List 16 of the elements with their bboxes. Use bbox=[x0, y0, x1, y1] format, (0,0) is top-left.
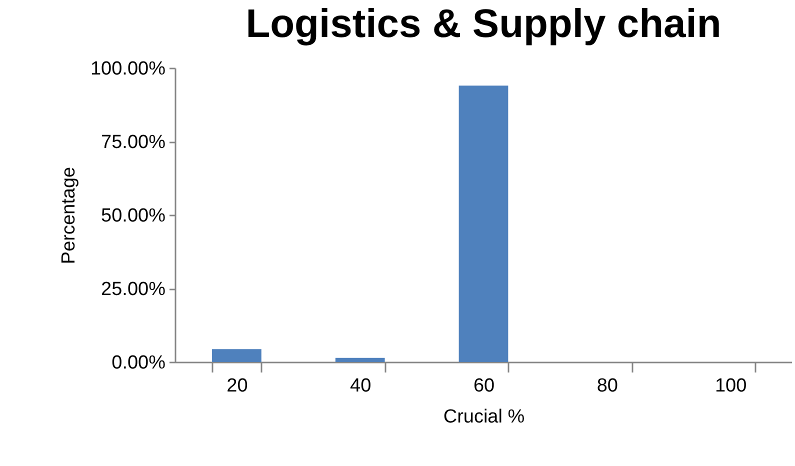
bar bbox=[212, 349, 262, 362]
y-tick-label: 50.00% bbox=[101, 206, 166, 226]
y-tick-label: 75.00% bbox=[101, 132, 166, 153]
x-tick-label: 80 bbox=[596, 376, 618, 396]
x-axis-title: Crucial % bbox=[443, 406, 525, 428]
x-tick-label: 40 bbox=[350, 376, 372, 396]
bar bbox=[458, 86, 508, 362]
chart-title: Logistics & Supply chain bbox=[246, 2, 722, 46]
x-tick-label: 60 bbox=[473, 376, 495, 396]
x-tick-label: 20 bbox=[226, 376, 248, 396]
y-axis-title: Percentage bbox=[58, 166, 80, 264]
y-tick-label: 25.00% bbox=[101, 279, 166, 300]
y-tick-label: 100.00% bbox=[90, 58, 166, 80]
bar bbox=[335, 358, 385, 362]
x-tick-label: 100 bbox=[714, 376, 747, 396]
y-tick-label: 0.00% bbox=[112, 352, 166, 374]
